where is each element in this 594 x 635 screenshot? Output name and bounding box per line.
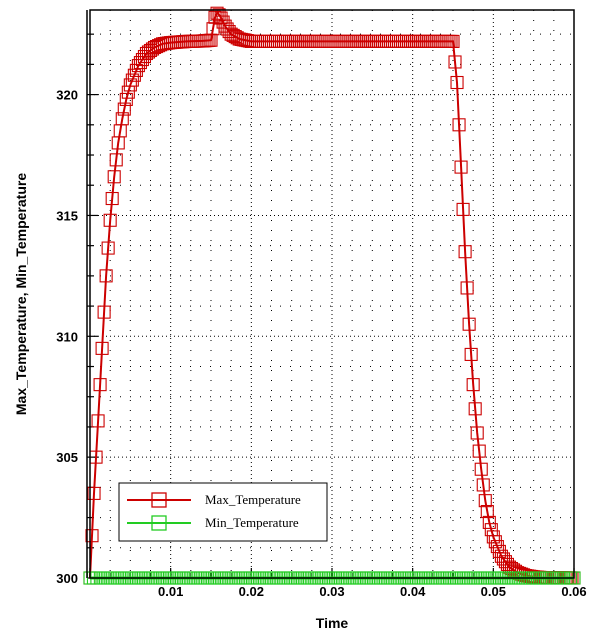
data-point-max-temperature (125, 73, 139, 87)
y-tick-label: 320 (56, 88, 78, 103)
data-point-max-temperature (482, 515, 496, 529)
legend-marker-max-temperature (151, 492, 167, 508)
x-tick-label: 0.03 (319, 584, 344, 599)
legend-entry-min-temperature: Min_Temperature (127, 515, 299, 531)
y-tick-label: 310 (56, 329, 78, 344)
legend-label-min-temperature: Min_Temperature (205, 515, 299, 530)
data-point-max-temperature (480, 504, 494, 519)
legend-entry-max-temperature: Max_Temperature (127, 492, 301, 508)
x-tick-label: 0.05 (481, 584, 506, 599)
x-tick-label: 0.04 (400, 584, 426, 599)
series-line-max-temperature (89, 10, 575, 579)
y-tick-label: 315 (56, 208, 78, 223)
data-point-max-temperature (123, 78, 137, 92)
y-tick-label: 300 (56, 571, 78, 586)
data-point-max-temperature (119, 92, 133, 106)
x-tick-label: 0.06 (561, 584, 586, 599)
data-point-max-temperature (488, 535, 502, 549)
data-point-max-temperature (127, 68, 141, 82)
y-tick-label: 305 (56, 450, 78, 465)
data-point-max-temperature (117, 102, 131, 116)
legend: Max_Temperature Min_Temperature (118, 482, 328, 542)
series-max-temperature (83, 6, 581, 585)
data-point-max-temperature (486, 530, 500, 544)
x-tick-label: 0.01 (158, 584, 183, 599)
x-axis-title: Time (316, 615, 349, 631)
tick-labels: 0.01 0.02 0.03 0.04 0.05 0.06 300 305 310 315 320 (56, 88, 586, 599)
plot-frame (89, 9, 575, 579)
legend-label-max-temperature: Max_Temperature (205, 492, 301, 507)
x-tick-label: 0.02 (239, 584, 264, 599)
legend-marker-min-temperature (151, 515, 167, 531)
y-axis-title: Max_Temperature, Min_Temperature (13, 173, 29, 415)
